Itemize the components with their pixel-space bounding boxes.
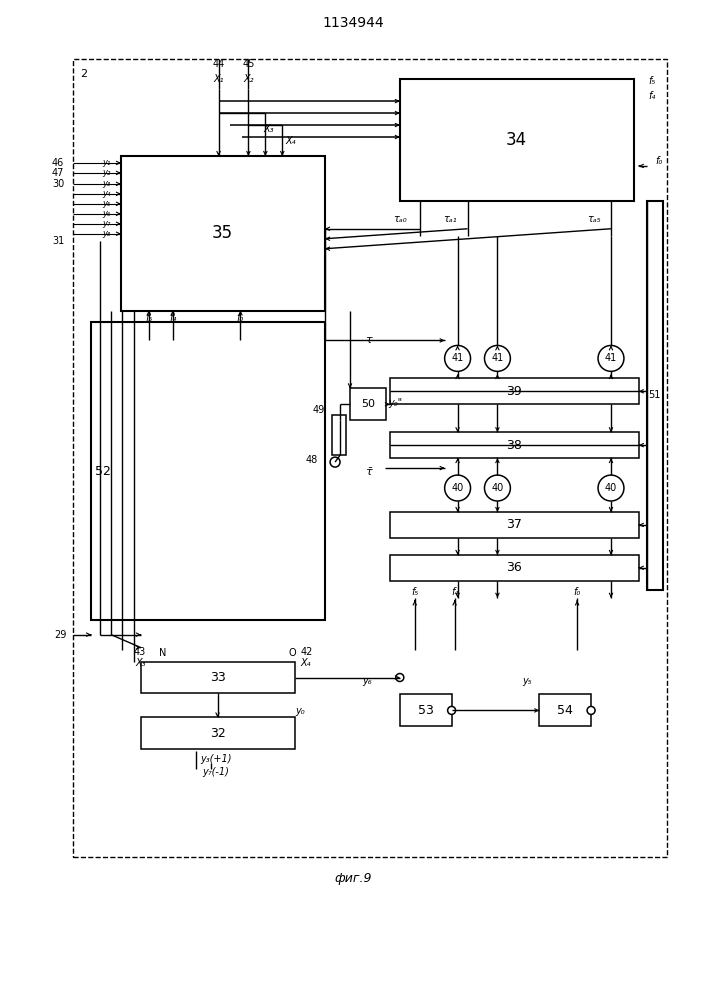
Text: 38: 38	[506, 439, 522, 452]
Text: 35: 35	[212, 224, 233, 242]
Circle shape	[484, 345, 510, 371]
Text: 36: 36	[506, 561, 522, 574]
Text: y₇: y₇	[103, 219, 111, 228]
Text: f₄: f₄	[648, 91, 655, 101]
Text: 42: 42	[300, 647, 312, 657]
Text: 44: 44	[212, 59, 225, 69]
Text: X₄: X₄	[285, 136, 296, 146]
Text: τₐ₁: τₐ₁	[443, 214, 457, 224]
Circle shape	[448, 706, 455, 714]
Bar	[121, 156, 325, 311]
Text: 2: 2	[81, 69, 88, 79]
Text: X₃: X₃	[263, 124, 274, 134]
Text: f₀: f₀	[655, 156, 662, 166]
Text: y₈: y₈	[103, 229, 111, 238]
Circle shape	[396, 674, 404, 681]
Text: 50: 50	[361, 399, 375, 409]
Bar	[400, 694, 452, 726]
Circle shape	[330, 457, 340, 467]
Bar	[390, 432, 639, 458]
Text: 49: 49	[313, 405, 325, 415]
Bar	[647, 201, 662, 590]
Text: X₁: X₁	[214, 74, 224, 84]
Text: 34: 34	[506, 131, 527, 149]
Bar	[91, 322, 325, 620]
Text: y₁: y₁	[103, 158, 111, 167]
Circle shape	[445, 345, 471, 371]
Text: 39: 39	[506, 385, 522, 398]
Text: O: O	[288, 648, 296, 658]
Text: f₄: f₄	[169, 313, 176, 323]
Text: 33: 33	[210, 671, 226, 684]
Bar	[73, 59, 667, 857]
Text: 45: 45	[243, 59, 255, 69]
Text: f₄: f₄	[451, 587, 458, 597]
Text: f₀: f₀	[237, 313, 244, 323]
Bar	[390, 555, 639, 581]
Text: 29: 29	[54, 630, 66, 640]
Text: τ: τ	[365, 335, 371, 345]
Circle shape	[598, 345, 624, 371]
Text: 53: 53	[418, 704, 433, 717]
Text: f₅: f₅	[648, 76, 655, 86]
Text: 43: 43	[134, 647, 146, 657]
Text: f₅: f₅	[145, 313, 153, 323]
Text: y₃: y₃	[103, 179, 111, 188]
Text: 54: 54	[557, 704, 573, 717]
Bar	[350, 388, 386, 420]
Text: τₐ₅: τₐ₅	[588, 214, 601, 224]
Text: 32: 32	[210, 727, 226, 740]
Bar	[332, 415, 346, 455]
Text: τₐ₀: τₐ₀	[393, 214, 407, 224]
Bar	[390, 512, 639, 538]
Text: 41: 41	[491, 353, 503, 363]
Text: f₀: f₀	[573, 587, 580, 597]
Text: y₂: y₂	[103, 168, 111, 177]
Text: y₀": y₀"	[387, 398, 402, 408]
Text: X₄: X₄	[300, 658, 310, 668]
Text: y₆: y₆	[362, 676, 372, 686]
Text: 40: 40	[452, 483, 464, 493]
Text: y₃(+1): y₃(+1)	[200, 754, 231, 764]
Text: y₀: y₀	[296, 706, 305, 716]
Circle shape	[587, 706, 595, 714]
Text: y₄: y₄	[103, 189, 111, 198]
Bar	[141, 662, 296, 693]
Text: 52: 52	[95, 465, 111, 478]
Text: 30: 30	[52, 179, 64, 189]
Text: τ̄: τ̄	[365, 467, 371, 477]
Text: f₅: f₅	[411, 587, 419, 597]
Text: y₆: y₆	[103, 209, 111, 218]
Text: 37: 37	[506, 518, 522, 531]
Bar	[141, 717, 296, 749]
Text: y₅: y₅	[522, 676, 532, 686]
Text: y₅: y₅	[103, 199, 111, 208]
Text: 41: 41	[605, 353, 617, 363]
Text: 31: 31	[52, 236, 64, 246]
Circle shape	[484, 475, 510, 501]
Bar	[400, 79, 634, 201]
Text: 40: 40	[491, 483, 503, 493]
Text: 40: 40	[605, 483, 617, 493]
Text: 46: 46	[52, 158, 64, 168]
Bar	[390, 378, 639, 404]
Circle shape	[598, 475, 624, 501]
Text: 48: 48	[306, 455, 318, 465]
Text: y₇(-1): y₇(-1)	[202, 767, 229, 777]
Text: фиг.9: фиг.9	[334, 872, 372, 885]
Circle shape	[445, 475, 471, 501]
Text: N: N	[159, 648, 166, 658]
Text: X₃: X₃	[135, 658, 146, 668]
Bar	[539, 694, 591, 726]
Text: 41: 41	[452, 353, 464, 363]
Text: X₂: X₂	[243, 74, 254, 84]
Text: 1134944: 1134944	[322, 16, 384, 30]
Text: 51: 51	[648, 390, 661, 400]
Text: 47: 47	[52, 168, 64, 178]
